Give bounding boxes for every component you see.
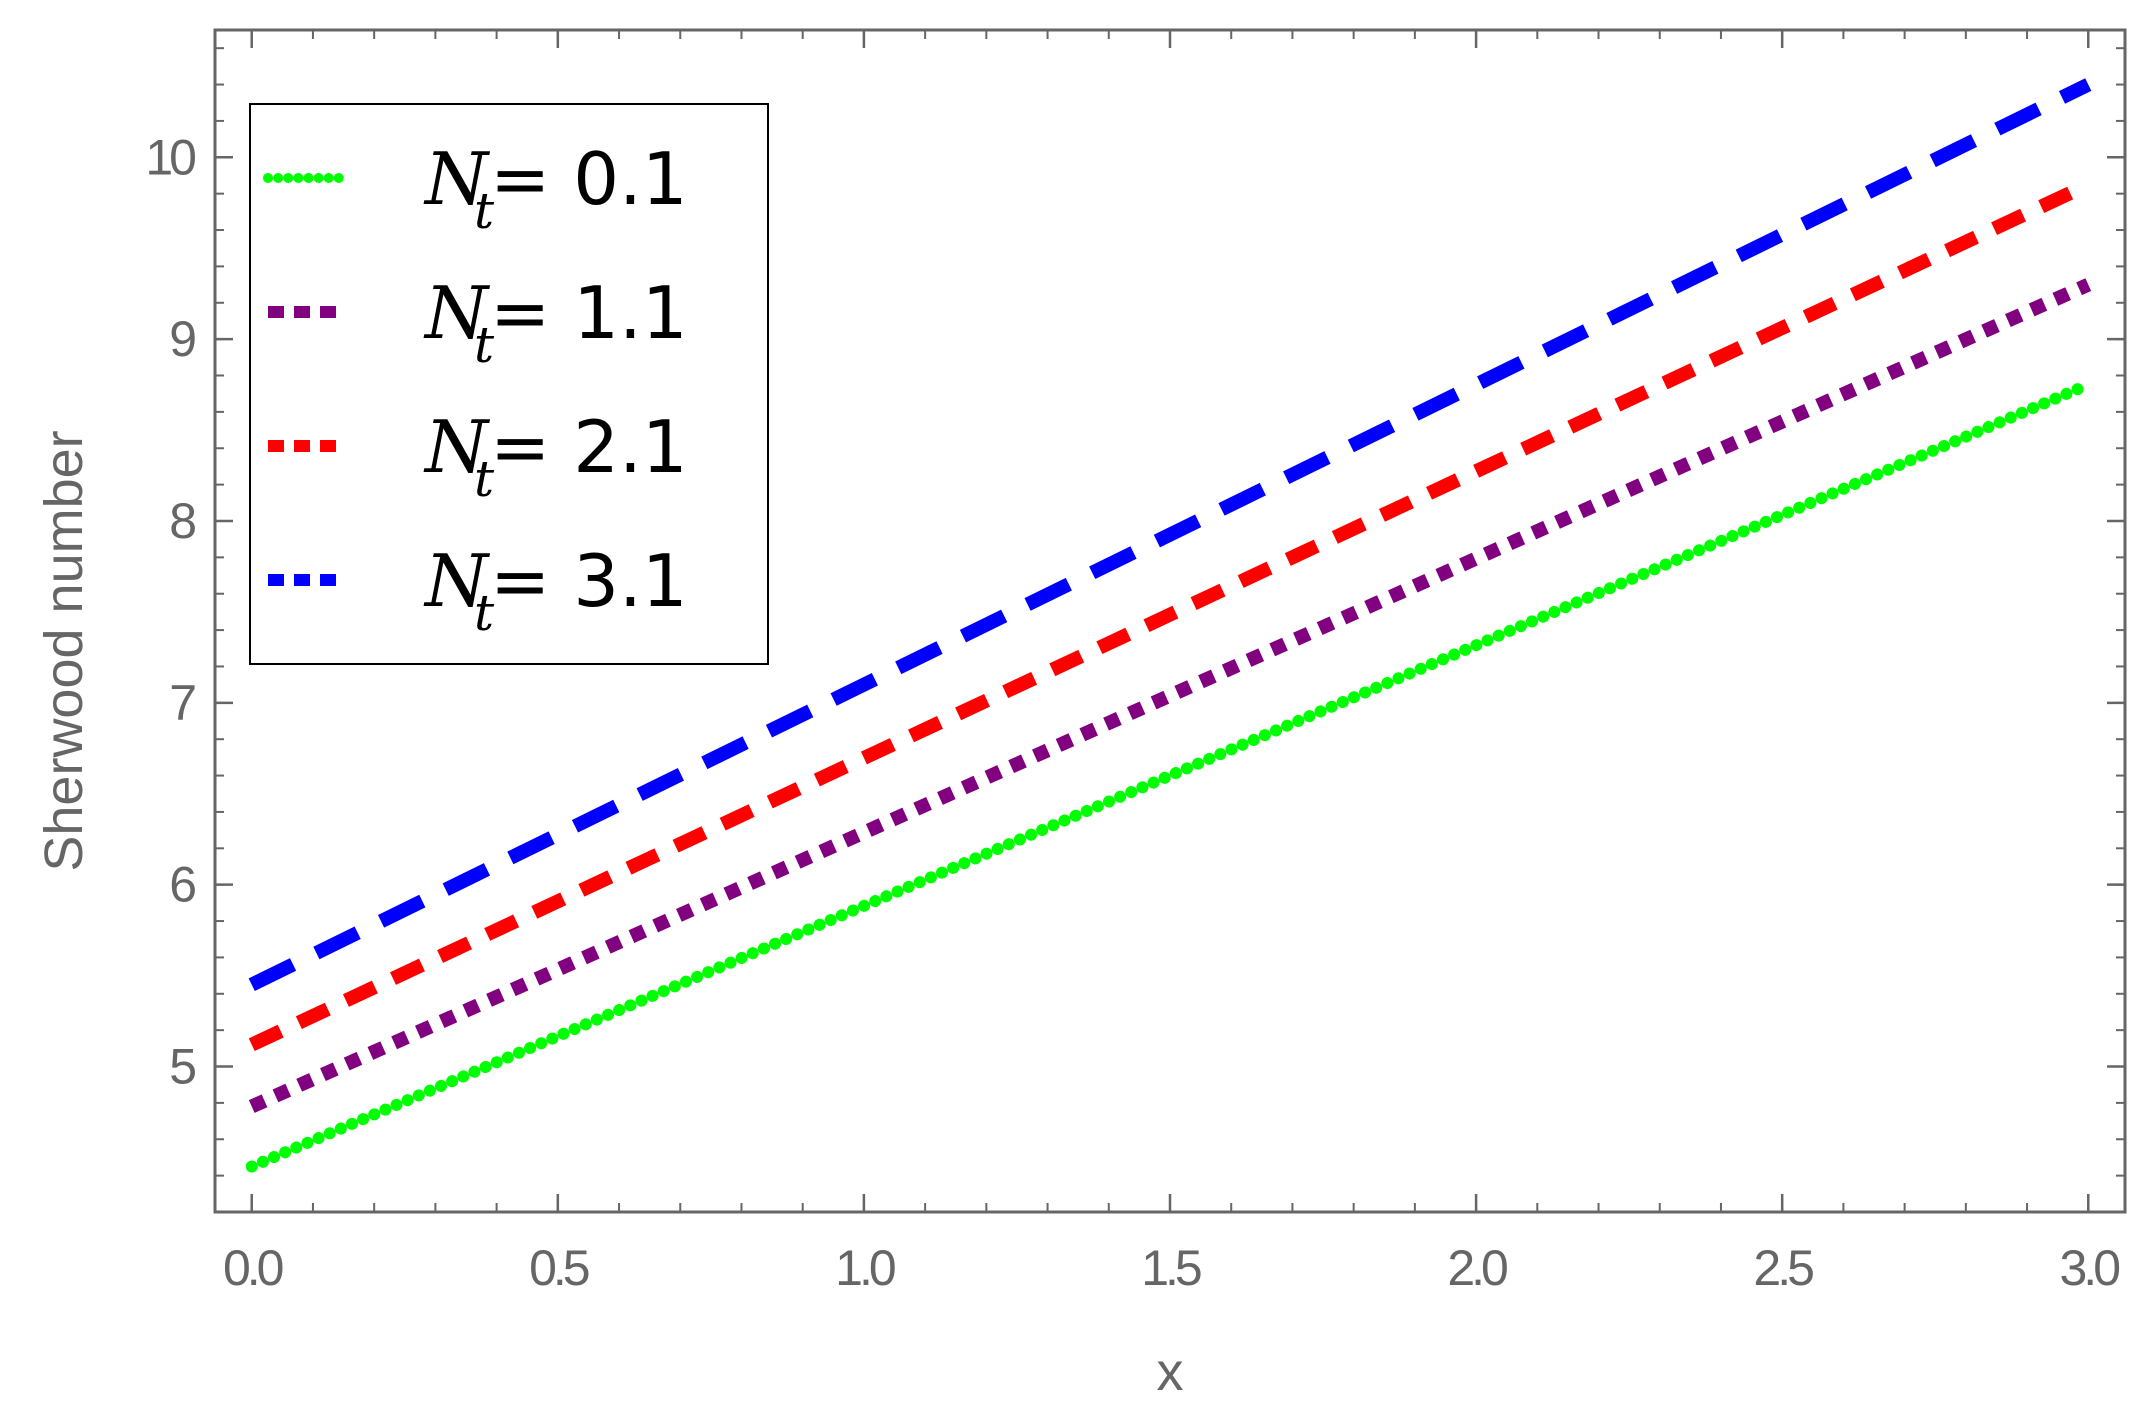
x-tick-label: 3.0	[2060, 1240, 2120, 1296]
legend-value: = 0.1	[490, 137, 688, 221]
y-tick-label: 6	[169, 857, 195, 913]
legend-value: = 3.1	[490, 539, 688, 623]
legend-subscript: t	[474, 450, 495, 508]
legend-value: = 1.1	[490, 271, 688, 355]
y-tick-label: 10	[145, 129, 195, 185]
legend-item-3: Nt = 3.1	[268, 539, 688, 642]
y-axis-title: Sherwood number	[34, 430, 94, 871]
legend-subscript: t	[474, 182, 495, 240]
x-tick-label: 1.5	[1141, 1240, 1201, 1296]
series-lines	[245, 78, 2095, 1173]
x-axis-title: x	[1157, 1342, 1184, 1402]
x-tick-label: 1.0	[835, 1240, 895, 1296]
plot-frame	[213, 28, 2127, 1214]
legend: Nt = 0.1Nt = 1.1Nt = 2.1Nt = 3.1	[249, 103, 769, 665]
series-line-1	[248, 278, 2092, 1113]
y-tick-label: 9	[169, 311, 195, 367]
x-tick-label: 2.0	[1447, 1240, 1507, 1296]
x-tick-label: 0.0	[223, 1240, 283, 1296]
x-tick-label: 0.5	[529, 1240, 589, 1296]
major-ticks	[215, 30, 2125, 1212]
legend-item-2: Nt = 2.1	[268, 405, 688, 508]
legend-symbol: N	[423, 137, 491, 221]
y-tick-label: 5	[169, 1039, 195, 1095]
series-line-0	[245, 378, 2095, 1173]
y-tick-label: 8	[169, 493, 195, 549]
legend-item-1: Nt = 1.1	[268, 271, 688, 374]
legend-item-0: Nt = 0.1	[263, 137, 688, 240]
legend-subscript: t	[474, 584, 495, 642]
legend-symbol: N	[423, 271, 491, 355]
legend-value: = 2.1	[490, 405, 688, 489]
y-tick-labels: 5 6 7 8 9 10	[145, 129, 199, 1095]
x-tick-labels: 0.0 0.5 1.0 1.5 2.0 2.5 3.0	[223, 1240, 2123, 1296]
legend-box	[249, 103, 769, 665]
series-line-3	[248, 78, 2092, 991]
y-tick-label: 7	[169, 675, 195, 731]
x-tick-label: 2.5	[1753, 1240, 1813, 1296]
legend-symbol: N	[423, 539, 491, 623]
legend-subscript: t	[474, 316, 495, 374]
legend-symbol: N	[423, 405, 491, 489]
legend-items: Nt = 0.1Nt = 1.1Nt = 2.1Nt = 3.1	[263, 137, 688, 642]
series-line-2	[248, 178, 2092, 1052]
